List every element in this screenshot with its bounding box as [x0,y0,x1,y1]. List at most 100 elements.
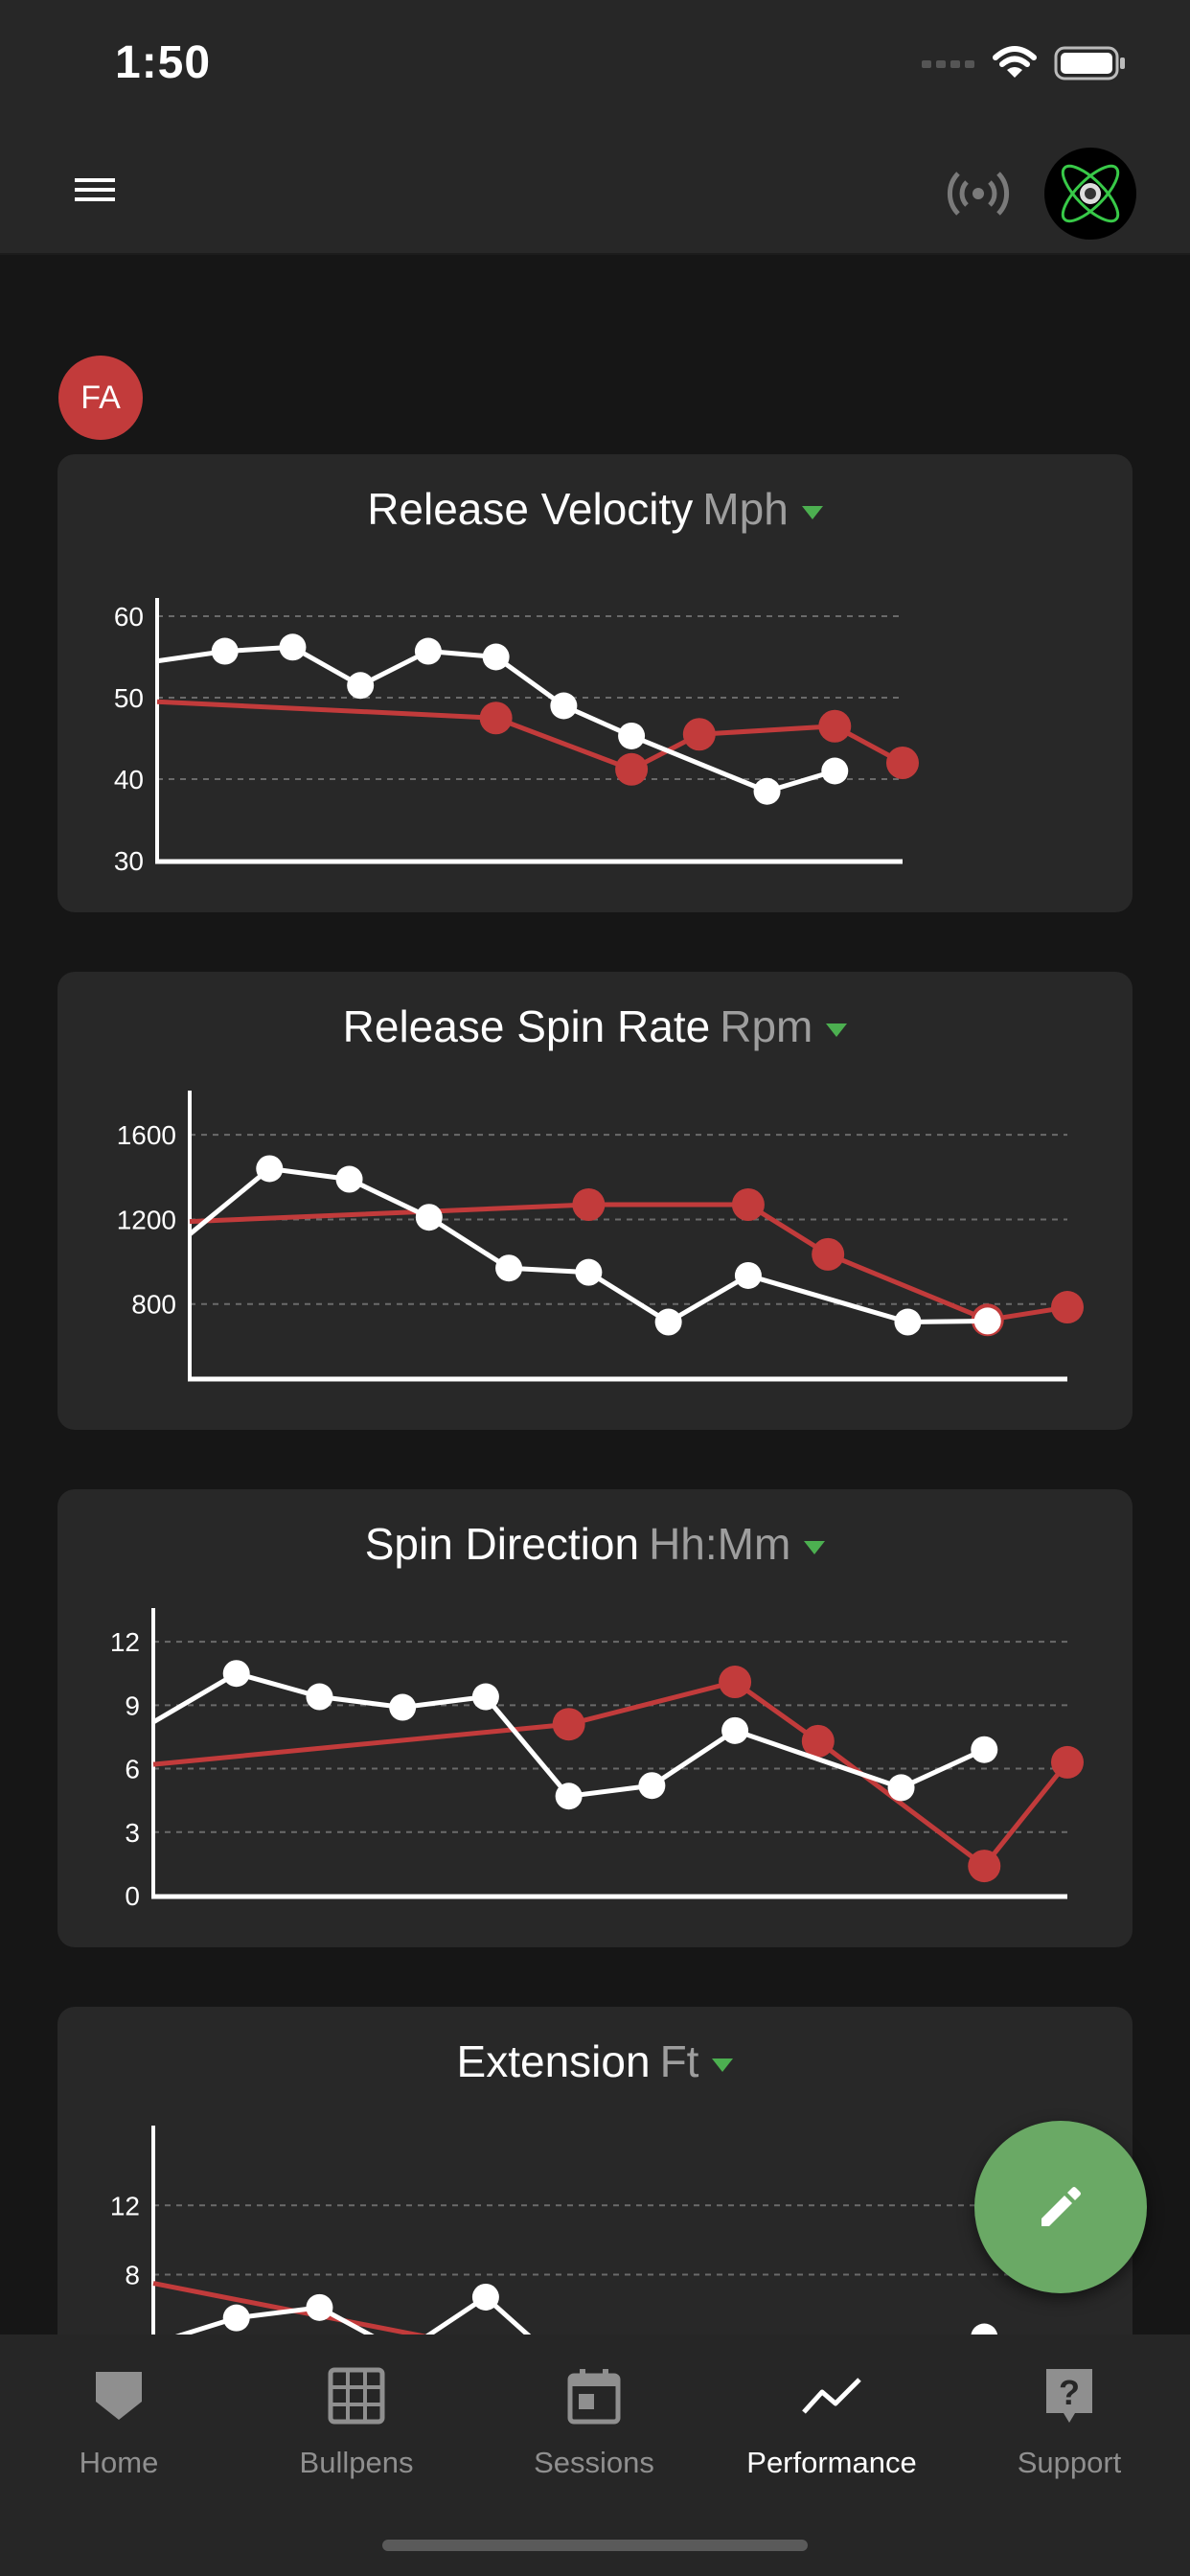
series-line-white [151,1670,986,1799]
y-tick-label: 1200 [117,1205,176,1234]
release-velocity-chart: 30 40 50 60 [114,598,919,876]
caret-down-icon[interactable] [826,1023,848,1037]
card-title-text: Extension [456,2036,651,2086]
data-point-white [256,1155,284,1183]
data-point-white [973,1307,1001,1335]
pencil-icon [1041,2187,1081,2226]
y-tick-label: 50 [114,683,144,713]
data-point-white [415,1204,443,1231]
edit-fab-button[interactable] [974,2121,1147,2293]
data-point-white [211,637,239,665]
bottom-tab-bar: Home Bullpens Sessions [0,2334,1190,2576]
caret-down-icon[interactable] [804,1540,826,1554]
series-line-red [152,1679,1069,1869]
tab-performance-label: Performance [746,2446,917,2479]
release-spin-rate-title[interactable]: Release Spin Rate Rpm [57,1000,1133,1052]
data-point-white [753,777,781,805]
card-unit: Hh:Mm [649,1519,791,1569]
tab-bullpens-label: Bullpens [299,2446,414,2479]
series-line-red [156,699,904,772]
home-indicator [382,2540,808,2551]
data-point-white [721,1716,749,1744]
data-point-white [471,1683,499,1711]
data-point-white [279,633,307,661]
spin-direction-chart: 0 3 6 9 12 [110,1608,1084,1911]
card-unit: Rpm [720,1001,813,1051]
card-title-text: Release Spin Rate [342,1001,711,1051]
data-point-red [719,1666,752,1699]
tab-sessions[interactable]: Sessions [475,2363,713,2497]
trend-line-icon [802,2378,861,2414]
data-point-white [654,1308,682,1336]
series-line-white [188,1165,988,1325]
data-point-white [638,1772,666,1800]
data-point-white [471,2283,499,2311]
data-point-red [572,1187,606,1221]
y-tick-label: 6 [125,1755,140,1784]
data-point-white [347,672,375,700]
spin-direction-card: 0 3 6 9 12 Spin Direction Hh:Mm [57,1489,1133,1947]
data-point-red [615,752,649,786]
y-tick-label: 40 [114,765,144,794]
card-title-text: Release Velocity [367,484,694,534]
data-point-white [971,1736,998,1763]
data-point-white [887,1774,915,1802]
data-point-white [894,1308,922,1336]
y-tick-label: 8 [125,2261,140,2290]
series-line-red [189,1202,1068,1322]
card-title-text: Spin Direction [364,1519,640,1569]
status-bar: 1:50 [0,0,1190,134]
series-line-white [156,644,835,794]
signal-icon [922,60,974,68]
data-point-white [306,2293,333,2321]
data-point-red [968,1850,1001,1883]
data-point-white [389,1693,417,1721]
caret-down-icon[interactable] [801,505,823,519]
data-point-white [495,1254,523,1282]
y-tick-label: 3 [125,1818,140,1848]
data-point-white [414,637,442,665]
player-avatar[interactable]: FA [58,356,143,440]
tab-performance[interactable]: Performance [713,2363,950,2497]
y-tick-label: 12 [110,2191,140,2220]
data-point-red [682,718,716,751]
tab-home-label: Home [79,2446,159,2479]
battery-icon [1054,46,1125,80]
release-spin-rate-chart: 800 1200 1600 [117,1091,1084,1382]
tab-support-label: Support [1017,2446,1122,2479]
y-tick-label: 0 [125,1881,140,1911]
data-point-red [731,1187,765,1221]
data-point-red [801,1724,835,1758]
data-point-red [1051,1745,1084,1779]
tab-sessions-label: Sessions [534,2446,654,2479]
y-tick-label: 800 [131,1290,176,1320]
data-point-red [886,747,919,779]
data-point-white [821,757,849,785]
calendar-icon [567,2369,621,2425]
wifi-icon [993,46,1037,78]
data-point-white [618,722,646,749]
tab-support[interactable]: ? Support [950,2363,1188,2497]
broadcast-icon[interactable] [944,159,1013,228]
spin-direction-title[interactable]: Spin Direction Hh:Mm [57,1518,1133,1570]
tab-bullpens[interactable]: Bullpens [238,2363,475,2497]
data-point-red [818,709,852,743]
card-unit: Mph [702,484,789,534]
release-velocity-title[interactable]: Release Velocity Mph [57,483,1133,535]
y-tick-label: 12 [110,1627,140,1657]
data-point-white [306,1683,333,1711]
card-unit: Ft [659,2036,699,2086]
y-tick-label: 60 [114,602,144,632]
data-point-white [734,1261,762,1289]
y-tick-label: 9 [125,1690,140,1720]
help-icon: ? [1046,2369,1092,2423]
data-point-white [482,643,510,671]
extension-title[interactable]: Extension Ft [57,2036,1133,2087]
caret-down-icon[interactable] [712,2058,734,2072]
grid-icon [328,2367,385,2425]
tab-home[interactable]: Home [0,2363,238,2497]
hamburger-icon[interactable] [73,171,126,217]
app-header [0,134,1190,255]
atom-logo-icon[interactable] [1044,148,1136,240]
data-point-red [1051,1291,1084,1324]
